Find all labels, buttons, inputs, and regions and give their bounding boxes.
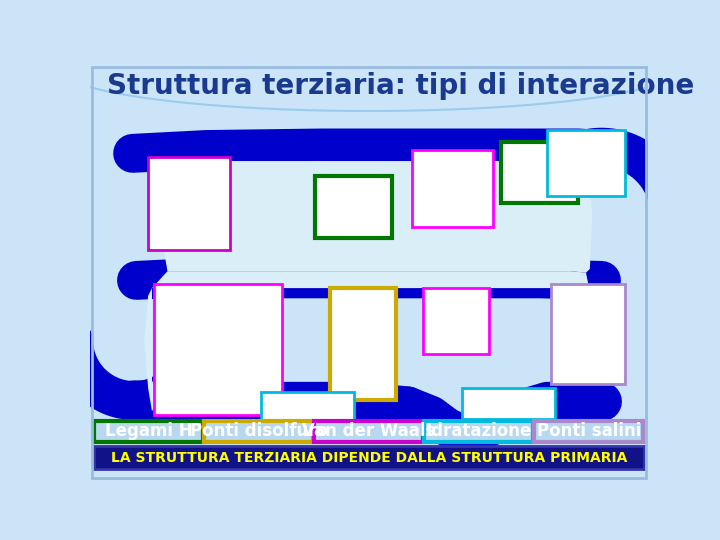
Text: Idratazione: Idratazione — [426, 422, 532, 440]
Bar — [261, 392, 354, 423]
Bar — [547, 130, 625, 195]
Bar — [315, 177, 392, 238]
Text: LA STRUTTURA TERZIARIA DIPENDE DALLA STRUTTURA PRIMARIA: LA STRUTTURA TERZIARIA DIPENDE DALLA STR… — [111, 450, 627, 464]
Bar — [412, 150, 493, 226]
Bar — [424, 421, 534, 442]
Bar — [551, 284, 625, 384]
Polygon shape — [148, 161, 593, 273]
Bar — [500, 142, 578, 204]
Text: Van der Waals: Van der Waals — [302, 422, 436, 440]
Bar — [148, 157, 230, 249]
Bar — [94, 421, 203, 442]
Bar — [534, 421, 644, 442]
Text: Ponti salini: Ponti salini — [536, 422, 641, 440]
Text: Legami H: Legami H — [104, 422, 192, 440]
Bar — [94, 446, 644, 469]
Polygon shape — [144, 271, 590, 411]
Text: Struttura terziaria: tipi di interazione: Struttura terziaria: tipi di interazione — [107, 72, 694, 100]
Bar — [154, 284, 282, 415]
Bar — [423, 288, 489, 354]
Bar — [314, 421, 423, 442]
Bar — [330, 288, 396, 400]
Bar — [204, 421, 313, 442]
Text: Ponti disolfuro: Ponti disolfuro — [189, 422, 328, 440]
Bar — [462, 388, 555, 419]
